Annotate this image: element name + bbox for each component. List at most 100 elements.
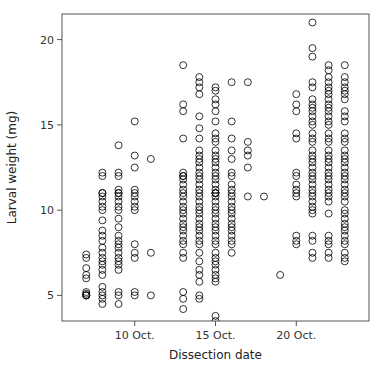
- x-tick-label: 10 Oct.: [115, 329, 155, 342]
- point: [180, 306, 187, 313]
- plot-frame: [62, 14, 369, 321]
- point: [212, 118, 219, 125]
- point: [115, 142, 122, 149]
- y-tick-label: 20: [40, 34, 54, 47]
- point: [293, 108, 300, 115]
- point: [341, 118, 348, 125]
- point: [325, 254, 332, 261]
- point: [293, 135, 300, 142]
- point: [99, 237, 106, 244]
- point: [309, 121, 316, 128]
- point: [228, 249, 235, 256]
- point: [131, 241, 138, 248]
- point: [212, 87, 219, 94]
- point: [131, 207, 138, 214]
- point: [83, 292, 90, 299]
- point: [244, 79, 251, 86]
- point: [309, 84, 316, 91]
- point: [180, 108, 187, 115]
- point: [115, 300, 122, 307]
- y-tick-label: 10: [40, 204, 54, 217]
- point: [99, 300, 106, 307]
- point: [309, 237, 316, 244]
- chart: 10 Oct.15 Oct.20 Oct.5101520Dissection d…: [0, 0, 383, 371]
- point: [131, 164, 138, 171]
- point: [309, 254, 316, 261]
- point: [196, 113, 203, 120]
- point: [115, 266, 122, 273]
- point: [131, 292, 138, 299]
- point: [293, 193, 300, 200]
- point: [341, 62, 348, 69]
- point: [83, 290, 90, 297]
- y-tick: [57, 124, 62, 125]
- point: [309, 210, 316, 217]
- point: [196, 91, 203, 98]
- x-tick-label: 15 Oct.: [195, 329, 235, 342]
- point: [325, 67, 332, 74]
- point: [131, 254, 138, 261]
- point: [341, 138, 348, 145]
- point: [293, 101, 300, 108]
- point: [115, 173, 122, 180]
- x-tick-label: 20 Oct.: [276, 329, 316, 342]
- point: [341, 198, 348, 205]
- point: [228, 118, 235, 125]
- point: [196, 271, 203, 278]
- point: [341, 258, 348, 265]
- point: [309, 45, 316, 52]
- points: [83, 19, 349, 321]
- point: [228, 155, 235, 162]
- y-tick-label: 5: [47, 289, 54, 302]
- point: [244, 193, 251, 200]
- point: [293, 91, 300, 98]
- point: [212, 318, 219, 322]
- point: [196, 258, 203, 265]
- point: [228, 241, 235, 248]
- point: [325, 121, 332, 128]
- point: [147, 292, 154, 299]
- point: [180, 254, 187, 261]
- point: [260, 193, 267, 200]
- point: [196, 84, 203, 91]
- point: [180, 135, 187, 142]
- point: [325, 241, 332, 248]
- point: [115, 215, 122, 222]
- point: [196, 241, 203, 248]
- point: [212, 101, 219, 108]
- axes: 10 Oct.15 Oct.20 Oct.5101520: [40, 34, 316, 342]
- point: [277, 271, 284, 278]
- point: [115, 224, 122, 231]
- point: [196, 249, 203, 256]
- point: [83, 292, 90, 299]
- x-axis-label: Dissection date: [169, 348, 262, 362]
- point: [325, 138, 332, 145]
- point: [293, 173, 300, 180]
- point: [180, 289, 187, 296]
- point: [99, 207, 106, 214]
- y-tick: [57, 39, 62, 40]
- point: [325, 210, 332, 217]
- point: [83, 292, 90, 299]
- point: [99, 217, 106, 224]
- point: [131, 118, 138, 125]
- y-tick: [57, 210, 62, 211]
- point: [180, 62, 187, 69]
- point: [99, 271, 106, 278]
- point: [180, 241, 187, 248]
- point: [131, 152, 138, 159]
- point: [196, 278, 203, 285]
- point: [228, 79, 235, 86]
- point: [83, 254, 90, 261]
- point: [115, 292, 122, 299]
- point: [99, 173, 106, 180]
- y-axis-label: Larval weight (mg): [5, 111, 19, 225]
- point: [147, 249, 154, 256]
- point: [309, 19, 316, 26]
- point: [196, 125, 203, 132]
- point: [212, 278, 219, 285]
- point: [196, 135, 203, 142]
- x-tick: [134, 321, 135, 326]
- x-tick: [296, 321, 297, 326]
- point: [293, 241, 300, 248]
